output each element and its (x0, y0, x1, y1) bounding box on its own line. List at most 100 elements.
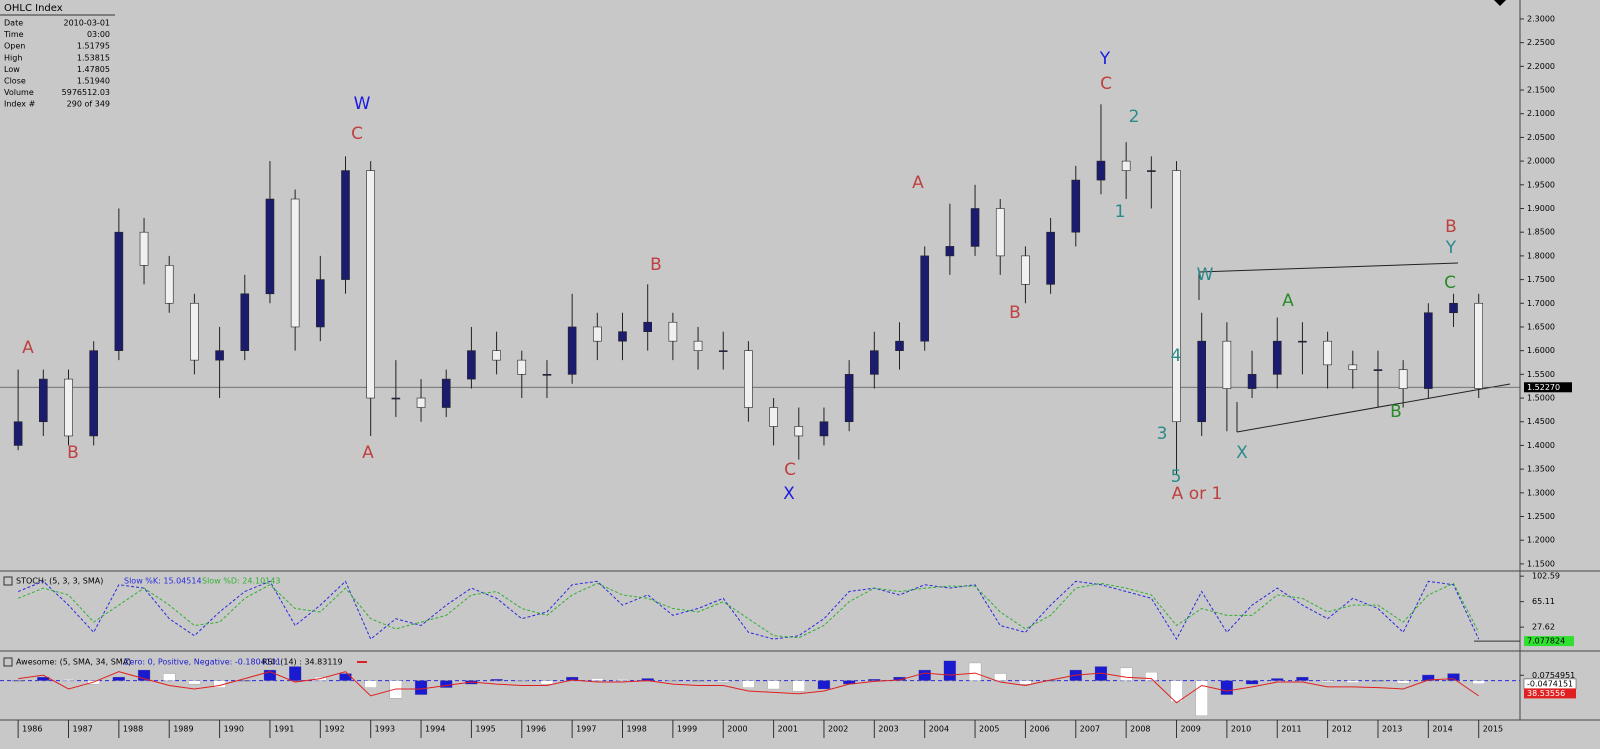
y-tick-label: 1.8500 (1527, 228, 1555, 237)
x-tick-label: 2012 (1332, 725, 1352, 734)
candle-body (341, 170, 350, 280)
y-tick-label: 1.3500 (1527, 465, 1555, 474)
info-label: Date (4, 19, 23, 28)
y-tick-label: 1.4000 (1527, 441, 1555, 450)
candle-body (618, 331, 627, 342)
candle-body (1046, 231, 1055, 285)
candle-body (1147, 170, 1156, 172)
wave-label: A or 1 (1172, 484, 1223, 504)
wave-label: C (1444, 273, 1456, 293)
candle-body (1323, 340, 1332, 366)
candle-body (64, 378, 73, 437)
y-tick-label: 1.3000 (1527, 488, 1555, 497)
ao-bar (918, 669, 931, 681)
y-tick-label: 2.2000 (1527, 62, 1555, 71)
candle-body (945, 246, 955, 257)
candle-body (995, 208, 1005, 257)
wave-label: B (1390, 402, 1402, 422)
y-tick-label: 1.9500 (1527, 180, 1555, 189)
close-box[interactable] (3, 657, 13, 667)
wave-label: C (1100, 74, 1112, 94)
info-value: 1.47805 (77, 65, 110, 74)
wave-label: W (354, 94, 371, 114)
wave-label: A (362, 443, 374, 463)
legend-entry: Slow %K: 15.04514 (124, 577, 202, 586)
x-tick-label: 1990 (224, 725, 244, 734)
wave-label: 2 (1129, 107, 1140, 127)
ao-bar (616, 679, 629, 681)
x-tick-label: 2003 (878, 725, 898, 734)
x-tick-label: 1989 (173, 725, 193, 734)
y-tick-label: 1.7000 (1527, 299, 1555, 308)
info-value: 5976512.03 (62, 88, 110, 97)
candle-body (643, 321, 652, 333)
wave-label: B (67, 443, 79, 463)
candle-body (920, 255, 929, 342)
x-tick-label: 2007 (1080, 725, 1100, 734)
y-tick-label: 65.11 (1532, 597, 1555, 606)
y-tick-label: 102.59 (1532, 572, 1560, 581)
candle-body (1449, 302, 1458, 314)
candle-body (290, 198, 300, 328)
legend-entry: Zero: 0, Positive, Negative: -0.1804101 (124, 658, 281, 667)
ao-bar (968, 662, 982, 681)
candle-body (13, 421, 23, 446)
x-tick-label: 2001 (778, 725, 798, 734)
candle-body (1222, 340, 1232, 389)
x-tick-label: 2004 (929, 725, 949, 734)
candle-body (240, 293, 250, 351)
candle-body (1021, 255, 1030, 285)
info-label: High (4, 53, 22, 62)
candle-body (89, 350, 98, 437)
candle-body (164, 265, 174, 304)
y-tick-label: 2.1000 (1527, 109, 1555, 118)
panel-title: STOCH: (5, 3, 3, SMA) (16, 577, 103, 586)
info-value: 1.51795 (77, 42, 110, 51)
wave-label: X (783, 484, 795, 504)
x-tick-label: 2002 (828, 725, 848, 734)
candle-body (769, 407, 778, 427)
rsi-label: 38.53556 (1527, 689, 1565, 698)
ao-bar (163, 673, 176, 681)
wave-label: A (912, 173, 924, 193)
x-tick-label: 1994 (425, 725, 445, 734)
y-tick-label: 1.5000 (1527, 394, 1555, 403)
info-label: Close (4, 77, 26, 86)
candle-body (567, 326, 577, 375)
info-value: 2010-03-01 (64, 19, 111, 28)
ao-bar (1145, 671, 1158, 681)
info-value: 03:00 (87, 30, 110, 39)
ao-bar (742, 680, 755, 688)
menu-arrow[interactable] (1494, 0, 1506, 6)
ao-bar (666, 680, 680, 682)
ao-bar (137, 669, 151, 681)
ao-bar (1220, 680, 1234, 695)
candle-body (1298, 340, 1307, 343)
x-tick-label: 1997 (576, 725, 596, 734)
ao-bar (1271, 678, 1284, 681)
x-tick-label: 1992 (324, 725, 344, 734)
ao-bar (1371, 680, 1385, 682)
current-label: -0.0474151 (1527, 679, 1573, 688)
candle-body (870, 350, 879, 375)
x-tick-label: 2013 (1382, 725, 1402, 734)
x-tick-label: 2015 (1483, 725, 1503, 734)
candle-body (819, 421, 829, 437)
current-box (1524, 636, 1574, 647)
price-label-box (1524, 382, 1572, 393)
ao-bar (717, 680, 730, 683)
wave-label: X (1236, 443, 1248, 463)
x-tick-label: 2008 (1130, 725, 1150, 734)
wave-label: B (1009, 303, 1021, 323)
info-title: OHLC Index (4, 3, 63, 14)
info-label: Low (4, 65, 20, 74)
close-box[interactable] (3, 576, 13, 586)
wave-label: 3 (1157, 424, 1168, 444)
legend-entry: RSI: (14) : 34.83119 (262, 658, 343, 667)
x-tick-label: 1999 (677, 725, 697, 734)
candle-body (718, 350, 728, 352)
info-value: 1.53815 (77, 53, 110, 62)
candle-body (492, 350, 501, 361)
